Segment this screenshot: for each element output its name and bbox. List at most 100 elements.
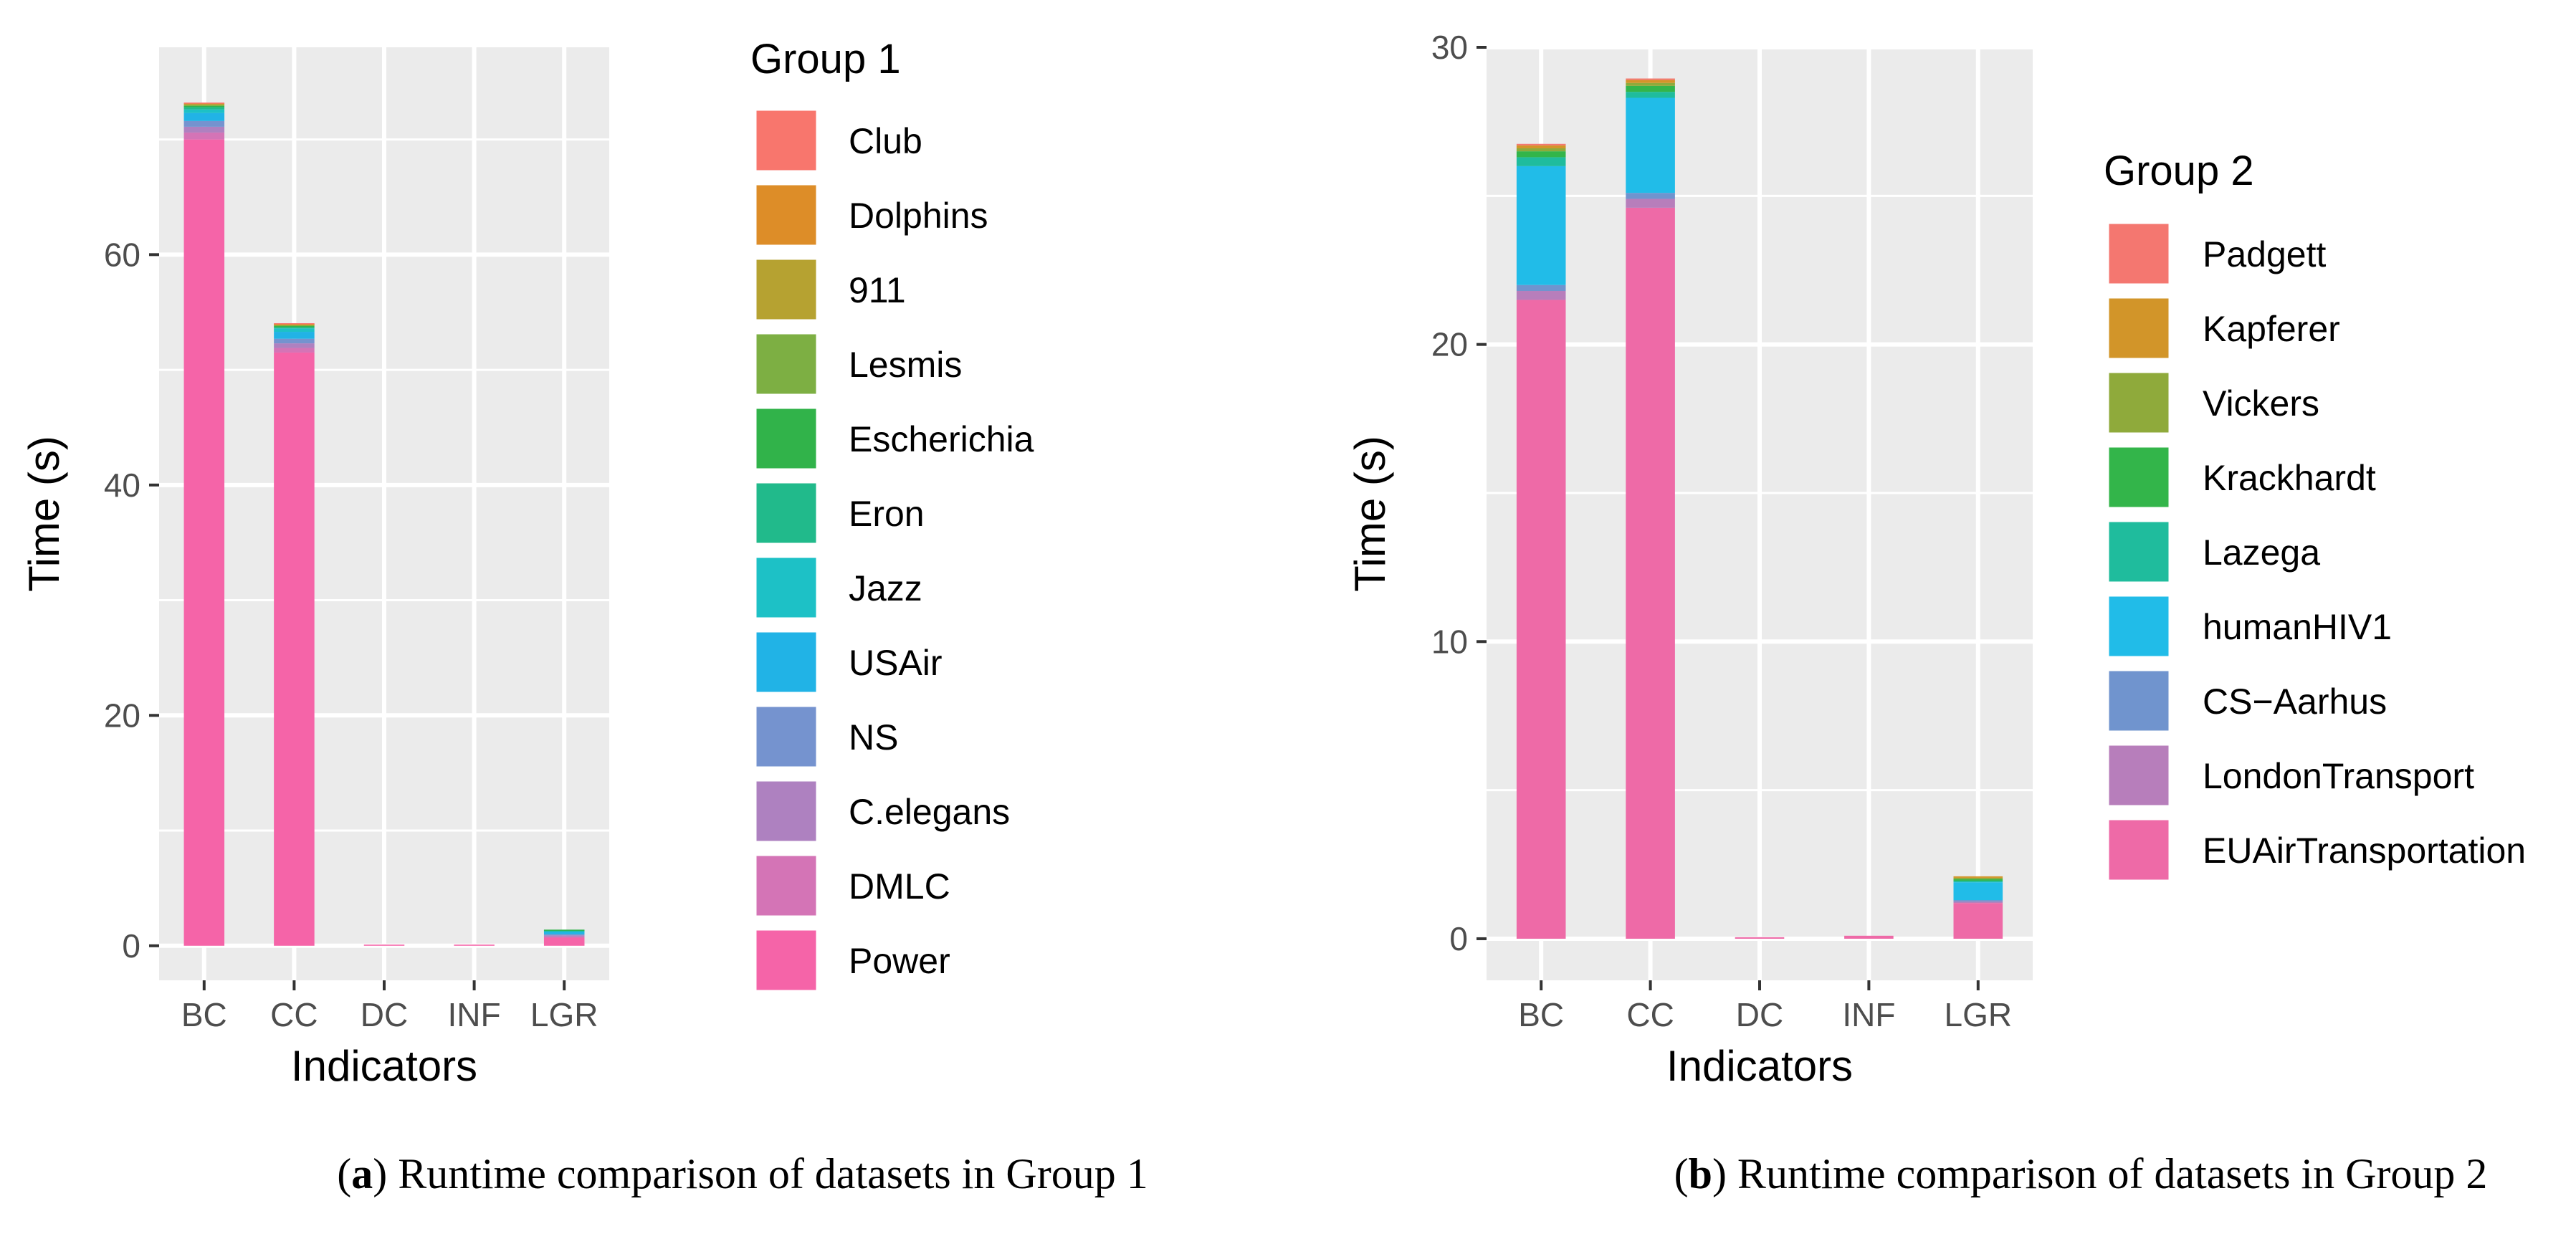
legend-label-USAir: USAir <box>849 643 943 683</box>
bar-segment-CC-Padgett <box>1626 78 1675 80</box>
bar-segment-INF-EUAirTransportation <box>1844 935 1894 939</box>
x-axis-title: Indicators <box>291 1042 477 1090</box>
bar-segment-CC-NS <box>274 338 315 344</box>
legend-key-C.elegans <box>754 779 819 843</box>
legend-label-NS: NS <box>849 717 898 757</box>
bar-segment-CC-Lazega <box>1626 92 1675 98</box>
bar-segment-BC-Power <box>183 139 225 946</box>
bar-segment-BC-USAir <box>183 113 225 121</box>
y-tick-label: 40 <box>104 467 140 504</box>
legend-key-USAir <box>754 630 819 694</box>
legend-label-Dolphins: Dolphins <box>849 196 988 236</box>
bar-segment-CC-Dolphins <box>274 323 315 325</box>
legend-key-Club <box>754 108 819 173</box>
bar-segment-BC-NS <box>183 120 225 127</box>
bar-segment-CC-Vickers <box>1626 82 1675 86</box>
bar-segment-CC-911 <box>274 324 315 326</box>
caption-text: Runtime comparison of datasets in Group … <box>1737 1150 2487 1197</box>
legend-key-Lazega <box>2107 520 2171 584</box>
legend-key-Vickers <box>2107 370 2171 435</box>
bar-segment-LGR-CS−Aarhus <box>1953 900 2003 902</box>
caption-text: Runtime comparison of datasets in Group … <box>398 1150 1148 1197</box>
bar-segment-CC-DMLC <box>274 348 315 353</box>
bar-segment-DC-Power <box>363 944 405 946</box>
legend-label-Escherichia: Escherichia <box>849 419 1034 459</box>
legend-title: Group 1 <box>750 36 901 82</box>
legend-key-Jazz <box>754 555 819 620</box>
bar-segment-BC-Vickers <box>1516 148 1566 152</box>
bar-segment-LGR-C.elegans <box>543 935 585 937</box>
bar-segment-CC-Lesmis <box>274 325 315 326</box>
bar-segment-LGR-LondonTransport <box>1953 901 2003 904</box>
bar-segment-CC-Kapferer <box>1626 80 1675 83</box>
bar-segment-CC-LondonTransport <box>1626 199 1675 208</box>
legend: Group 1 Club Dolphins 911 Lesmis Escherichia E… <box>750 36 1034 993</box>
legend-label-Eron: Eron <box>849 494 925 534</box>
caption-close-paren: ) <box>1712 1150 1737 1197</box>
legend-label-Krackhardt: Krackhardt <box>2203 458 2376 498</box>
legend-key-NS <box>754 704 819 769</box>
legend-key-CS−Aarhus <box>2107 669 2171 733</box>
caption-letter: a <box>351 1150 373 1197</box>
legend-label-DMLC: DMLC <box>849 866 950 907</box>
bar-segment-LGR-Power <box>543 937 585 946</box>
bar-segment-LGR-NS <box>543 934 585 936</box>
bar-segment-BC-Lesmis <box>183 105 225 106</box>
legend-label-Club: Club <box>849 121 922 161</box>
chart-panel-2: 0 10 20 30 BC CC DC INF LGR Indicators Time (s) Gro… <box>1346 29 2526 1197</box>
bar-segment-CC-Power <box>274 352 315 946</box>
bar-segment-LGR-Lazega <box>1953 881 2003 883</box>
legend-label-Power: Power <box>849 941 950 981</box>
y-tick-label: 0 <box>122 927 140 965</box>
bar-segment-CC-Club <box>274 322 315 325</box>
bar-segment-CC-C.elegans <box>274 343 315 348</box>
bar-segment-LGR-USAir <box>543 932 585 934</box>
bar-segment-LGR-Jazz <box>543 930 585 932</box>
bar-segment-BC-Lazega <box>1516 157 1566 166</box>
chart-panel-1: 0 20 40 60 BC CC DC INF LGR Indicators Time (s) Gro… <box>20 36 1148 1197</box>
bar-segment-BC-Krackhardt <box>1516 151 1566 158</box>
bar-segment-BC-Jazz <box>183 109 225 113</box>
bar-segment-BC-DMLC <box>183 132 225 140</box>
bar-segment-LGR-DMLC <box>543 936 585 938</box>
legend-key-Kapferer <box>2107 296 2171 360</box>
caption: (a) Runtime comparison of datasets in Gr… <box>337 1150 1148 1197</box>
caption-letter: b <box>1689 1150 1712 1197</box>
bar-segment-CC-Krackhardt <box>1626 85 1675 92</box>
legend-key-LondonTransport <box>2107 743 2171 808</box>
y-axis-title: Time (s) <box>1346 436 1394 592</box>
legend-key-DMLC <box>754 853 819 918</box>
caption-close-paren: ) <box>373 1150 398 1197</box>
bar-segment-LGR-Kapferer <box>1953 876 2003 878</box>
bar-segment-BC-LondonTransport <box>1516 291 1566 300</box>
legend-key-humanHIV1 <box>2107 594 2171 659</box>
y-tick-label: 0 <box>1449 920 1468 957</box>
y-tick-label: 30 <box>1431 29 1468 66</box>
bar-segment-BC-humanHIV1 <box>1516 166 1566 285</box>
y-tick-label: 20 <box>104 697 140 734</box>
y-tick-label: 20 <box>1431 326 1468 363</box>
bar-segment-BC-Kapferer <box>1516 145 1566 148</box>
legend-key-Escherichia <box>754 406 819 471</box>
legend-key-Dolphins <box>754 183 819 247</box>
legend-key-911 <box>754 257 819 322</box>
bar-segment-LGR-humanHIV1 <box>1953 882 2003 901</box>
y-tick-label: 10 <box>1431 623 1468 660</box>
bar-segment-CC-Jazz <box>274 328 315 333</box>
legend-label-Lazega: Lazega <box>2203 532 2320 573</box>
bar-segment-CC-humanHIV1 <box>1626 97 1675 193</box>
y-tick-label: 60 <box>104 236 140 273</box>
x-tick-label: INF <box>448 996 501 1033</box>
bar-segment-BC-Eron <box>183 107 225 110</box>
bar-segment-LGR-EUAirTransportation <box>1953 903 2003 939</box>
x-tick-label: INF <box>1842 996 1895 1033</box>
legend-label-CS−Aarhus: CS−Aarhus <box>2203 681 2387 722</box>
bar-segment-LGR-Escherichia <box>543 929 585 931</box>
legend-label-911: 911 <box>849 270 906 310</box>
bar-segment-LGR-Krackhardt <box>1953 879 2003 881</box>
bar-segment-BC-911 <box>183 103 225 105</box>
legend-key-Padgett <box>2107 221 2171 286</box>
legend: Group 2 Padgett Kapferer Vickers Krackhardt L… <box>2104 148 2526 882</box>
x-axis-title: Indicators <box>1666 1042 1853 1090</box>
